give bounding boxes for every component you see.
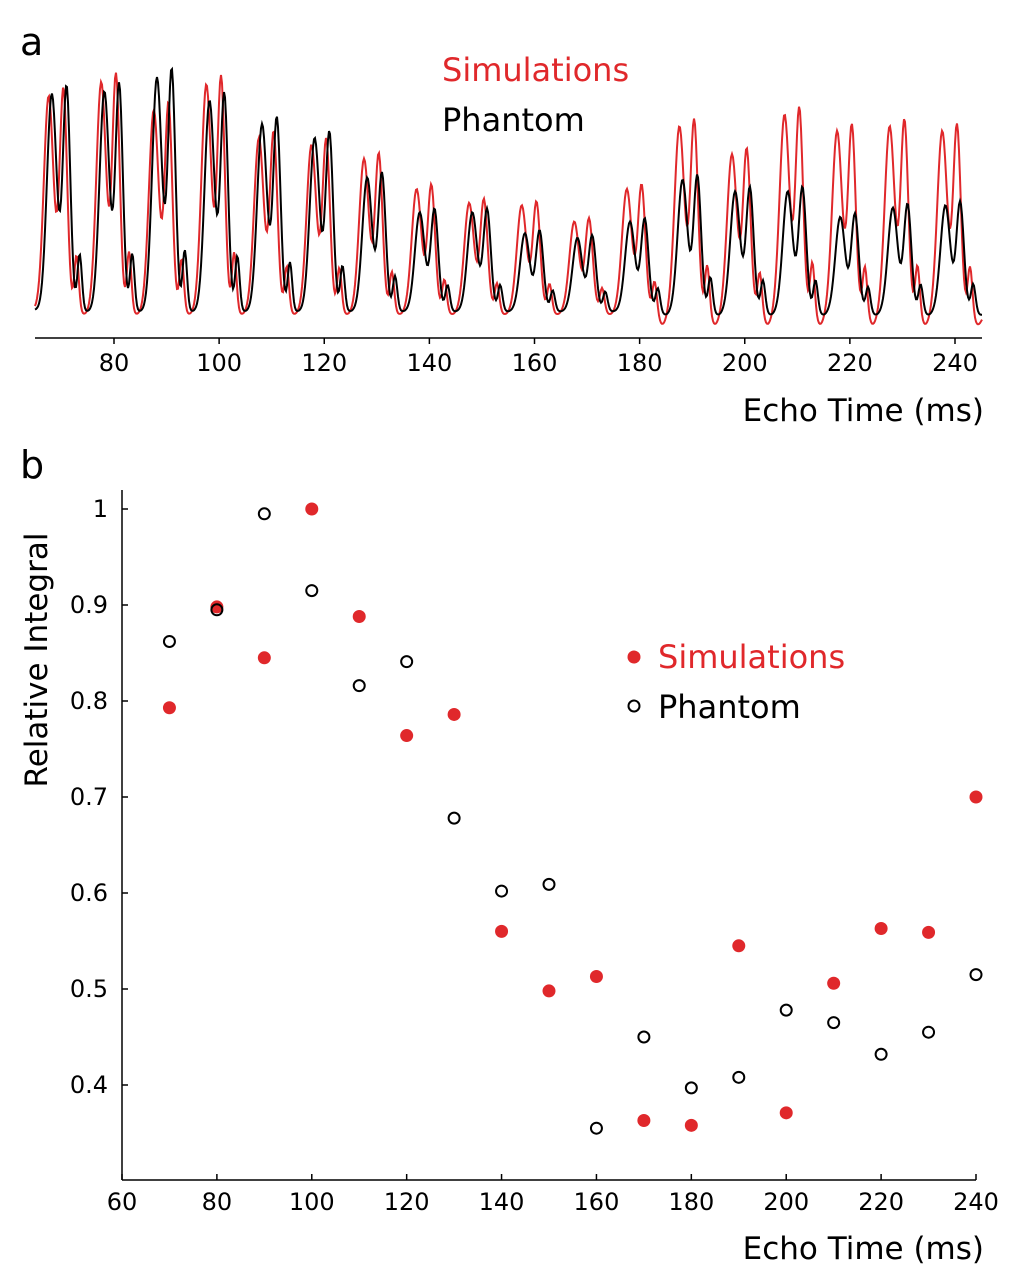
panel-label-a: a bbox=[20, 20, 43, 64]
x-tick-label-a: 80 bbox=[99, 349, 130, 377]
simulations-point bbox=[447, 707, 461, 721]
phantom-point bbox=[684, 1081, 698, 1095]
x-tick-label-a: 240 bbox=[932, 349, 978, 377]
legend-simulations-b: Simulations bbox=[658, 638, 845, 676]
x-axis-label-a: Echo Time (ms) bbox=[743, 393, 984, 429]
phantom-point bbox=[827, 1016, 841, 1030]
x-axis-label-b: Echo Time (ms) bbox=[743, 1231, 984, 1267]
x-tick-label-a: 180 bbox=[617, 349, 663, 377]
phantom-point bbox=[732, 1070, 746, 1084]
phantom-point bbox=[352, 679, 366, 693]
phantom-point bbox=[874, 1047, 888, 1061]
x-tick-label-b: 80 bbox=[202, 1188, 233, 1216]
simulations-point bbox=[637, 1114, 651, 1128]
x-tick-label-b: 100 bbox=[289, 1188, 335, 1216]
simulations-point bbox=[495, 924, 509, 938]
legend-phantom-a: Phantom bbox=[442, 101, 585, 139]
phantom-point bbox=[542, 877, 556, 891]
x-tick-label-a: 140 bbox=[406, 349, 452, 377]
simulations-point bbox=[257, 651, 271, 665]
x-tick-label-b: 220 bbox=[858, 1188, 904, 1216]
x-tick-label-b: 180 bbox=[668, 1188, 714, 1216]
phantom-point bbox=[495, 884, 509, 898]
phantom-point bbox=[305, 584, 319, 598]
x-tick-label-a: 220 bbox=[827, 349, 873, 377]
phantom-point bbox=[637, 1030, 651, 1044]
simulations-point bbox=[162, 701, 176, 715]
legend-marker-simulations bbox=[627, 650, 641, 664]
x-tick-label-a: 120 bbox=[301, 349, 347, 377]
simulations-point bbox=[732, 939, 746, 953]
phantom-point bbox=[162, 634, 176, 648]
x-tick-label-b: 200 bbox=[763, 1188, 809, 1216]
simulations-point bbox=[400, 729, 414, 743]
phantom-point bbox=[969, 968, 983, 982]
legend-simulations-a: Simulations bbox=[442, 51, 629, 89]
phantom-point bbox=[922, 1025, 936, 1039]
simulations-point bbox=[210, 600, 224, 614]
phantom-point bbox=[447, 811, 461, 825]
x-tick-label-b: 120 bbox=[384, 1188, 430, 1216]
x-tick-label-a: 160 bbox=[512, 349, 558, 377]
simulations-point bbox=[874, 922, 888, 936]
simulations-point bbox=[589, 970, 603, 984]
simulations-point bbox=[352, 610, 366, 624]
legend-marker-phantom bbox=[627, 699, 641, 713]
simulations-point bbox=[684, 1118, 698, 1132]
y-tick-label-b: 0.4 bbox=[70, 1071, 108, 1099]
phantom-point bbox=[210, 603, 224, 617]
x-tick-label-a: 100 bbox=[196, 349, 242, 377]
simulations-point bbox=[922, 925, 936, 939]
simulations-point bbox=[779, 1106, 793, 1120]
y-tick-label-b: 0.5 bbox=[70, 975, 108, 1003]
x-tick-label-b: 60 bbox=[107, 1188, 138, 1216]
panel-label-b: b bbox=[20, 443, 44, 487]
legend-phantom-b: Phantom bbox=[658, 688, 801, 726]
x-tick-label-b: 140 bbox=[479, 1188, 525, 1216]
phantom-point bbox=[400, 655, 414, 669]
y-tick-label-b: 0.6 bbox=[70, 879, 108, 907]
x-tick-label-a: 200 bbox=[722, 349, 768, 377]
phantom-point bbox=[589, 1121, 603, 1135]
y-axis-label-b: Relative Integral bbox=[19, 533, 55, 788]
simulations-point bbox=[827, 976, 841, 990]
phantom-point bbox=[779, 1003, 793, 1017]
y-tick-label-b: 0.8 bbox=[70, 687, 108, 715]
y-tick-label-b: 0.7 bbox=[70, 783, 108, 811]
simulations-point bbox=[305, 502, 319, 516]
x-tick-label-b: 160 bbox=[574, 1188, 620, 1216]
x-tick-label-b: 240 bbox=[953, 1188, 999, 1216]
phantom-point bbox=[257, 507, 271, 521]
simulations-point bbox=[969, 790, 983, 804]
y-tick-label-b: 1 bbox=[93, 495, 108, 523]
y-tick-label-b: 0.9 bbox=[70, 591, 108, 619]
simulations-point bbox=[542, 984, 556, 998]
phantom-spectrum-line bbox=[34, 66, 982, 316]
